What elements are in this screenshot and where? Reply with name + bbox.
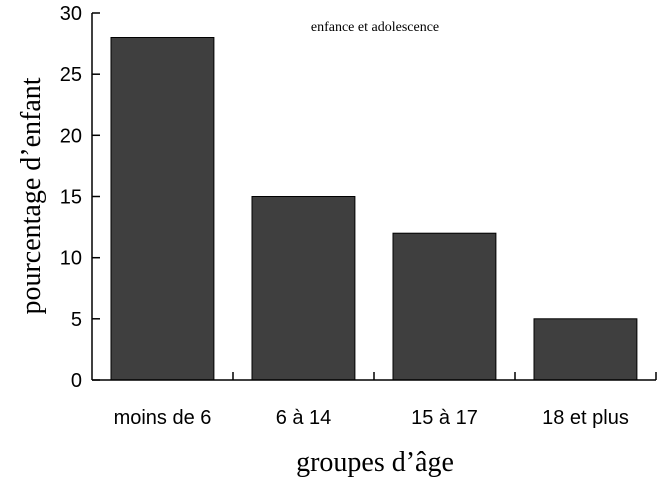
y-tick-label: 25 (60, 64, 82, 86)
bars-group (110, 37, 638, 381)
bar-1 (110, 37, 215, 381)
y-tick-label: 20 (60, 125, 82, 147)
y-ticks-group: 0 5 10 15 20 25 30 (60, 3, 100, 392)
x-tick-label: 18 et plus (542, 407, 629, 429)
bar-3 (392, 232, 497, 381)
bar-2 (251, 196, 356, 381)
y-tick-label: 0 (71, 370, 82, 392)
x-tick-label: 15 à 17 (411, 407, 478, 429)
x-tick-label: moins de 6 (114, 407, 212, 429)
y-tick-label: 5 (71, 309, 82, 331)
x-tick-label: 6 à 14 (276, 407, 332, 429)
y-tick-label: 10 (60, 248, 82, 270)
x-ticks-group: moins de 6 6 à 14 15 à 17 18 et plus (114, 372, 657, 429)
y-tick-label: 15 (60, 187, 82, 209)
y-tick-label: 30 (60, 3, 82, 25)
x-axis-title: groupes d’âge (296, 447, 454, 478)
bar-4 (533, 318, 638, 381)
chart-title: enfance et adolescence (311, 20, 439, 35)
y-axis-title: pourcentage d’enfant (16, 77, 47, 314)
